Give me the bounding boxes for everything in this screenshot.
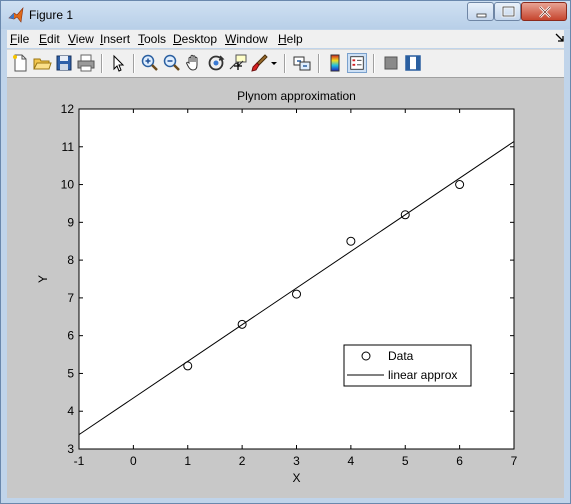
y-tick-label: 9 xyxy=(67,215,74,229)
menu-bar: File Edit View Insert Tools Desktop Wind… xyxy=(7,30,564,48)
x-tick-label: 0 xyxy=(130,454,137,468)
maximize-button[interactable] xyxy=(494,2,521,21)
menu-window[interactable]: Window xyxy=(225,32,268,46)
plot-svg: Plynom approximation X Y -1 0 1 2 3 4 5 6 734567… xyxy=(36,89,518,485)
x-tick-label: 5 xyxy=(402,454,409,468)
maximize-icon xyxy=(501,5,516,18)
y-tick-label: 3 xyxy=(67,442,74,456)
save-icon[interactable] xyxy=(54,53,74,73)
linear-approx-line[interactable] xyxy=(78,141,515,436)
data-point-marker[interactable] xyxy=(346,236,356,246)
chart-title: Plynom approximation xyxy=(237,89,356,103)
print-icon[interactable] xyxy=(76,53,96,73)
toolbar-separator xyxy=(373,54,375,73)
menu-insert[interactable]: Insert xyxy=(100,32,131,46)
legend-marker-data xyxy=(361,351,371,361)
menu-edit[interactable]: Edit xyxy=(39,32,60,46)
y-axis-label: Y xyxy=(36,275,50,283)
minimize-icon xyxy=(476,13,487,18)
data-point-marker[interactable] xyxy=(183,361,193,371)
data-point-marker[interactable] xyxy=(455,180,465,190)
data-cursor-icon[interactable] xyxy=(228,53,248,73)
data-point-marker[interactable] xyxy=(400,210,410,220)
x-tick-label: 6 xyxy=(456,454,463,468)
y-tick-label: 8 xyxy=(67,253,74,267)
toolbar-separator xyxy=(133,54,135,73)
pan-hand-icon[interactable] xyxy=(184,53,204,73)
x-tick-label: 7 xyxy=(511,454,518,468)
brush-dropdown-icon[interactable] xyxy=(269,53,279,73)
open-file-icon[interactable] xyxy=(32,53,52,73)
matlab-logo-icon xyxy=(8,7,24,23)
y-tick-label: 11 xyxy=(62,140,75,154)
dock-figure-icon[interactable] xyxy=(555,33,565,43)
toolbar-separator xyxy=(318,54,320,73)
legend-toggle-button[interactable] xyxy=(347,53,367,73)
close-button[interactable] xyxy=(521,2,567,21)
menu-tools[interactable]: Tools xyxy=(138,32,167,46)
toolbar-separator xyxy=(101,54,103,73)
new-figure-icon[interactable] xyxy=(10,53,30,73)
close-icon xyxy=(539,6,551,18)
axes-background[interactable] xyxy=(79,109,514,449)
menu-view[interactable]: View xyxy=(68,32,94,46)
menu-desktop[interactable]: Desktop xyxy=(173,32,218,46)
hide-plot-tools-icon[interactable] xyxy=(381,53,401,73)
y-tick-label: 10 xyxy=(61,178,75,192)
data-point-marker[interactable] xyxy=(237,319,247,329)
legend[interactable]: Data linear approx xyxy=(343,344,472,387)
menu-file[interactable]: File xyxy=(10,32,30,46)
toolbar-separator xyxy=(284,54,286,73)
y-tick-label: 7 xyxy=(67,291,74,305)
y-tick-label: 4 xyxy=(67,404,74,418)
title-bar[interactable]: Figure 1 xyxy=(1,1,570,29)
minimize-button[interactable] xyxy=(467,2,494,21)
y-tick-label: 6 xyxy=(67,329,74,343)
data-point-marker[interactable] xyxy=(292,289,301,299)
legend-label-data: Data xyxy=(388,349,414,363)
zoom-out-icon[interactable] xyxy=(162,53,182,73)
menu-help[interactable]: Help xyxy=(278,32,303,46)
show-plot-tools-icon[interactable] xyxy=(403,53,423,73)
legend-label-linear: linear approx xyxy=(388,368,457,382)
brush-icon[interactable] xyxy=(250,53,270,73)
x-tick-label: 4 xyxy=(348,454,355,468)
y-tick-label: 12 xyxy=(61,102,75,116)
x-tick-label: 2 xyxy=(239,454,246,468)
select-arrow-icon[interactable] xyxy=(108,53,128,73)
x-tick-label: 3 xyxy=(293,454,300,468)
window-title: Figure 1 xyxy=(29,8,74,22)
x-axis-label: X xyxy=(292,471,300,485)
legend-icon xyxy=(350,56,364,70)
x-tick-label: 1 xyxy=(184,454,191,468)
figure-canvas: Plynom approximation X Y -1 0 1 2 3 4 5 6 7 3 4 5 6 7… xyxy=(7,78,564,498)
colorbar-icon[interactable] xyxy=(325,53,345,73)
data-series xyxy=(78,141,515,436)
zoom-in-icon[interactable] xyxy=(140,53,160,73)
y-tick-label: 5 xyxy=(67,366,74,380)
x-tick-label: -1 xyxy=(74,454,85,468)
link-plot-icon[interactable] xyxy=(292,53,312,73)
rotate-3d-icon[interactable] xyxy=(206,53,226,73)
figure-toolbar xyxy=(7,49,564,78)
axes-frame xyxy=(78,108,515,450)
